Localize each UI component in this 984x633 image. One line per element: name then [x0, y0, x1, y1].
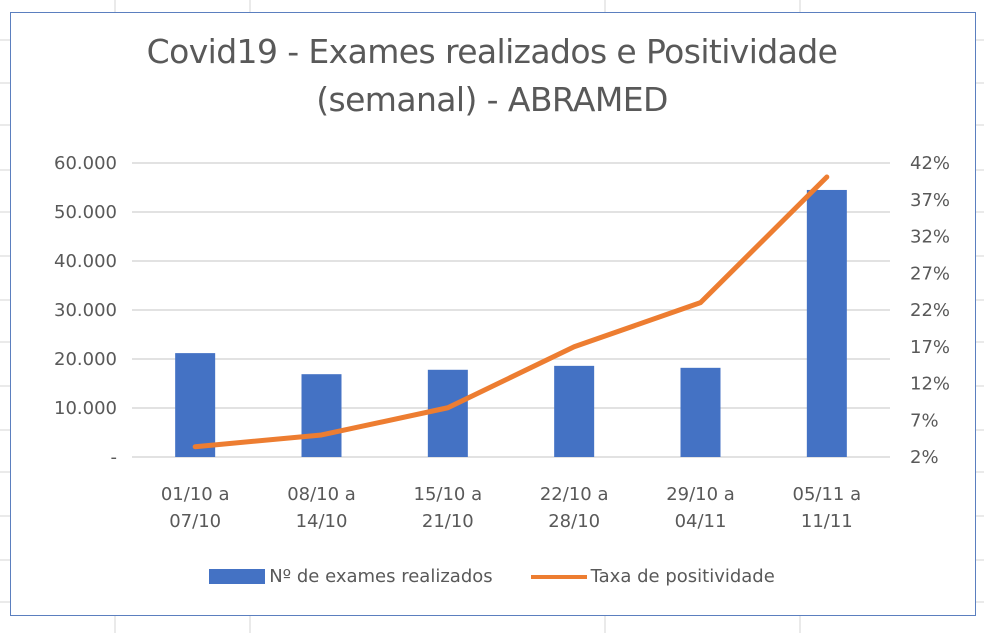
- right-axis-tick: 22%: [910, 300, 950, 321]
- legend-item-exams[interactable]: Nº de exames realizados: [209, 566, 493, 587]
- category-label: 21/10: [422, 511, 474, 532]
- left-axis: 60.000 50.000 40.000 30.000 20.000 10.000 -: [54, 153, 117, 468]
- bar[interactable]: [554, 365, 595, 457]
- left-axis-tick: 20.000: [54, 349, 117, 370]
- chart-title-line2: (semanal) - ABRAMED: [316, 80, 668, 119]
- left-axis-tick: 50.000: [54, 202, 117, 223]
- bar[interactable]: [680, 367, 721, 457]
- right-axis-tick: 42%: [910, 153, 950, 174]
- left-axis-tick: 40.000: [54, 251, 117, 272]
- category-label: 07/10: [169, 511, 221, 532]
- right-axis-tick: 32%: [910, 227, 950, 248]
- chart-gridlines: [132, 162, 890, 458]
- right-axis-tick: 2%: [910, 447, 939, 468]
- legend-item-positivity[interactable]: Taxa de positividade: [530, 566, 775, 587]
- left-axis-tick: -: [111, 447, 118, 468]
- right-axis-tick: 17%: [910, 337, 950, 358]
- right-axis: 42% 37% 32% 27% 22% 17% 12% 7% 2%: [910, 153, 950, 468]
- left-axis-tick: 60.000: [54, 153, 117, 174]
- category-label: 05/11 a: [793, 484, 862, 505]
- right-axis-tick: 37%: [910, 190, 950, 211]
- right-axis-tick: 12%: [910, 374, 950, 395]
- legend: Nº de exames realizados Taxa de positivi…: [0, 566, 984, 587]
- right-axis-tick: 7%: [910, 410, 939, 431]
- category-label: 04/11: [675, 511, 727, 532]
- category-label: 22/10 a: [540, 484, 609, 505]
- bar[interactable]: [301, 374, 342, 457]
- category-label: 15/10 a: [414, 484, 483, 505]
- bar-series: [175, 189, 847, 457]
- positivity-line[interactable]: [192, 174, 830, 450]
- left-axis-tick: 10.000: [54, 398, 117, 419]
- bar[interactable]: [175, 353, 216, 457]
- category-label: 29/10 a: [666, 484, 735, 505]
- line-series: [192, 174, 830, 450]
- legend-label-exams: Nº de exames realizados: [269, 566, 493, 587]
- line-swatch-icon: [530, 574, 587, 579]
- legend-label-positivity: Taxa de positividade: [590, 566, 775, 587]
- category-label: 14/10: [296, 511, 348, 532]
- category-axis: 01/10 a 07/10 08/10 a 14/10 15/10 a 21/10 22/1…: [161, 484, 861, 532]
- right-axis-tick: 27%: [910, 263, 950, 284]
- category-label: 01/10 a: [161, 484, 230, 505]
- chart-title-line1: Covid19 - Exames realizados e Positivida…: [146, 32, 838, 71]
- category-label: 08/10 a: [287, 484, 356, 505]
- category-label: 11/11: [801, 511, 853, 532]
- left-axis-tick: 30.000: [54, 300, 117, 321]
- bar-swatch-icon: [209, 569, 266, 584]
- chart-title: Covid19 - Exames realizados e Positivida…: [0, 28, 984, 124]
- category-label: 28/10: [548, 511, 600, 532]
- bar[interactable]: [806, 189, 847, 457]
- bar[interactable]: [427, 369, 468, 457]
